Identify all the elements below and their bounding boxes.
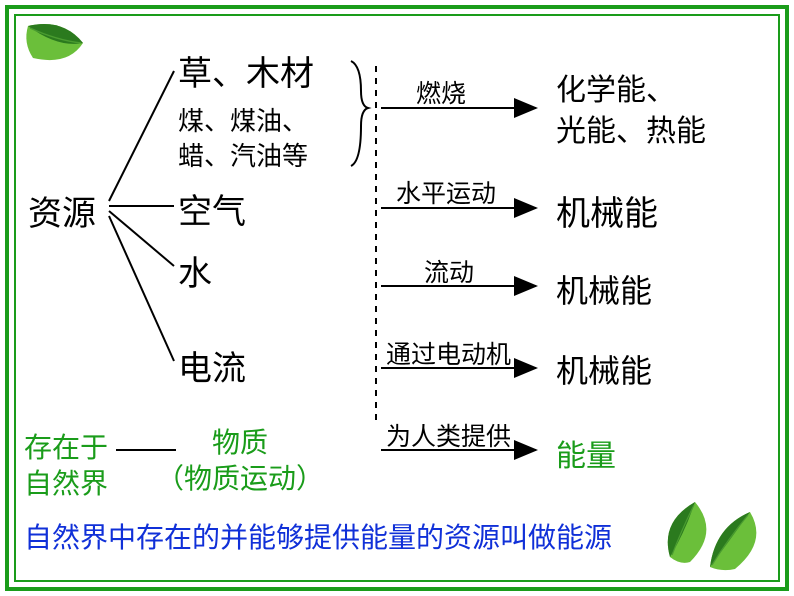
output-mechanical-2: 机械能 <box>556 266 652 312</box>
matter-motion: 物质 （物质运动） <box>156 426 324 499</box>
arrow-label-flow: 流动 <box>424 253 474 289</box>
exists-in-nature: 存在于 自然界 <box>24 431 108 504</box>
output-chemical-energy: 化学能、 光能、热能 <box>556 71 706 152</box>
arrow-label-horizontal-motion: 水平运动 <box>396 174 496 210</box>
arrow-label-provide: 为人类提供 <box>386 417 511 453</box>
branch-water: 水 <box>178 246 212 295</box>
branch-grass-wood: 草、木材 <box>178 46 314 95</box>
branch-air: 空气 <box>178 184 246 233</box>
branch-coal-etc: 煤、煤油、 蜡、汽油等 <box>178 104 308 174</box>
output-mechanical-3: 机械能 <box>556 346 652 392</box>
output-energy: 能量 <box>556 431 616 475</box>
diagram-content: 资源 草、木材 煤、煤油、 蜡、汽油等 空气 水 电流 燃烧 水平运动 流动 通… <box>16 16 778 580</box>
branch-current: 电流 <box>178 341 246 390</box>
arrow-label-motor: 通过电动机 <box>386 335 511 371</box>
footer-definition: 自然界中存在的并能够提供能量的资源叫做能源 <box>24 516 612 556</box>
root-node: 资源 <box>28 186 96 235</box>
arrow-label-burn: 燃烧 <box>416 74 466 110</box>
output-mechanical-1: 机械能 <box>556 186 658 235</box>
